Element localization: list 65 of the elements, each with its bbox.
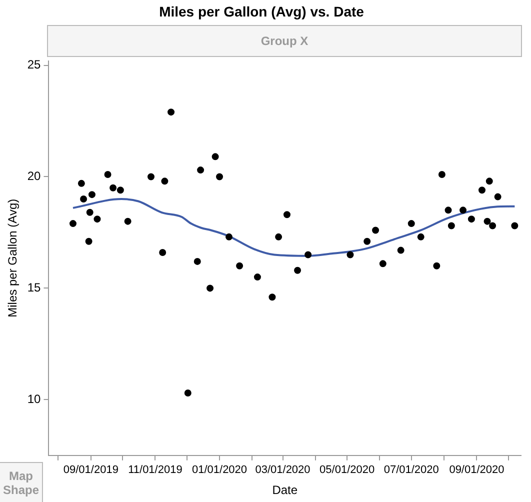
x-tick-label: 01/01/2020 bbox=[192, 464, 248, 476]
drop-zone-box: Map Shape bbox=[0, 462, 43, 502]
y-tick-label: 10 bbox=[27, 392, 42, 406]
y-tick-label: 25 bbox=[27, 58, 42, 72]
point bbox=[364, 238, 371, 245]
point bbox=[88, 191, 96, 198]
point bbox=[486, 178, 493, 185]
point bbox=[159, 249, 166, 256]
point bbox=[94, 216, 101, 223]
point bbox=[85, 238, 92, 245]
drop-zone-box: Group X bbox=[47, 25, 522, 57]
point bbox=[86, 208, 94, 216]
point bbox=[206, 284, 214, 292]
point bbox=[438, 171, 446, 178]
point bbox=[184, 389, 192, 396]
point bbox=[116, 186, 124, 194]
point bbox=[379, 260, 386, 268]
point bbox=[478, 186, 486, 194]
x-tick-label: 11/01/2019 bbox=[128, 464, 182, 476]
point bbox=[408, 220, 415, 228]
x-tick-label: 05/01/2020 bbox=[320, 464, 375, 476]
point bbox=[80, 196, 88, 203]
point bbox=[226, 233, 233, 240]
point bbox=[254, 274, 261, 281]
y-axis-title: Miles per Gallon (Avg) bbox=[6, 198, 20, 318]
point bbox=[168, 108, 175, 116]
x-tick-label: 09/01/2019 bbox=[63, 464, 118, 476]
y-tick-label: 20 bbox=[27, 169, 42, 184]
point bbox=[197, 166, 204, 174]
line-series bbox=[72, 198, 516, 257]
point bbox=[78, 180, 85, 187]
point bbox=[397, 246, 404, 254]
point bbox=[124, 218, 132, 225]
point bbox=[494, 193, 502, 200]
point bbox=[283, 211, 290, 218]
point bbox=[294, 266, 302, 274]
point bbox=[236, 262, 244, 270]
point bbox=[104, 171, 112, 178]
point bbox=[194, 258, 201, 265]
point bbox=[511, 222, 518, 230]
point bbox=[275, 233, 282, 240]
point bbox=[460, 206, 467, 214]
point bbox=[433, 262, 440, 270]
x-axis-title: Date bbox=[272, 483, 298, 498]
point bbox=[417, 233, 424, 240]
point bbox=[161, 178, 168, 185]
point bbox=[468, 216, 475, 223]
y-tick-label: 15 bbox=[27, 280, 42, 295]
point bbox=[212, 153, 219, 160]
chart-title: Miles per Gallon (Avg) vs. Date bbox=[159, 3, 364, 20]
point bbox=[444, 206, 452, 214]
point bbox=[69, 220, 76, 228]
point bbox=[372, 226, 380, 234]
x-tick-label: 03/01/2020 bbox=[255, 464, 310, 476]
point bbox=[346, 251, 354, 258]
point bbox=[484, 218, 491, 225]
point bbox=[110, 184, 117, 192]
point bbox=[448, 222, 455, 230]
x-tick-label: 07/01/2020 bbox=[384, 464, 439, 476]
x-tick-label: 09/01/2020 bbox=[449, 464, 504, 476]
point bbox=[304, 251, 312, 258]
point bbox=[148, 173, 154, 180]
point bbox=[216, 173, 224, 180]
point bbox=[268, 294, 276, 301]
point bbox=[489, 222, 496, 230]
